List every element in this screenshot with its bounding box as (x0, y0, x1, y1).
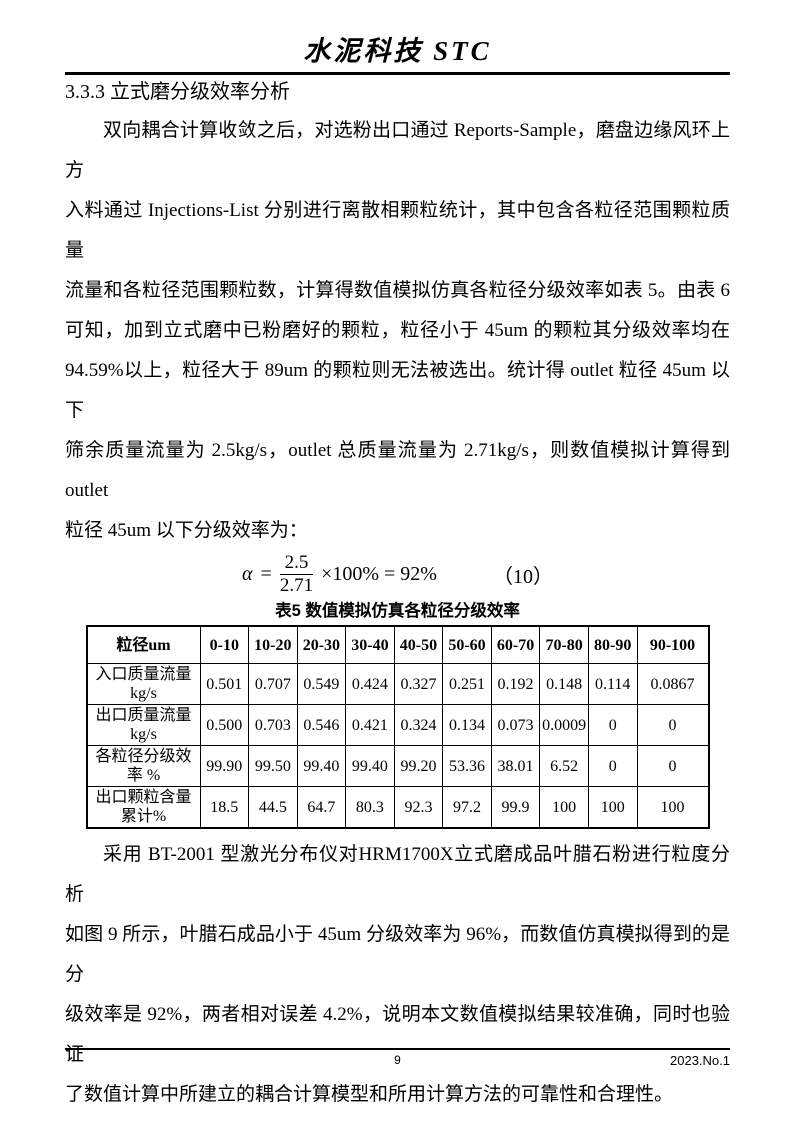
table5-column-header: 80-90 (587, 625, 638, 664)
table5-cell: 100 (539, 786, 589, 829)
table5-cell: 99.9 (490, 786, 541, 829)
table5-column-header: 20-30 (296, 625, 347, 664)
table5-cell: 0.501 (199, 663, 250, 705)
paragraph-1: 双向耦合计算收敛之后，对选粉出口通过 Reports-Sample，磨盘边缘风环… (65, 111, 730, 551)
paragraph-line: 流量和各粒径范围颗粒数，计算得数值模拟仿真各粒径分级效率如表 5。由表 6 (65, 280, 730, 301)
table5-column-header: 50-60 (442, 625, 492, 664)
table5-column-header: 40-50 (393, 625, 444, 664)
table5-cell: 99.40 (296, 745, 347, 787)
paragraph-line: 94.59%以上，粒径大于 89um 的颗粒则无法被选出。统计得 outlet … (65, 360, 730, 421)
table5-cell: 97.2 (442, 786, 492, 829)
table5-caption: 表5 数值模拟仿真各粒径分级效率 (275, 602, 520, 620)
table5-cell: 80.3 (345, 786, 395, 829)
table5-cell: 0.546 (296, 704, 347, 746)
table5-cell: 0.424 (345, 663, 395, 705)
header-rule (65, 72, 730, 75)
table5-cell: 0.421 (345, 704, 395, 746)
table5-cell: 0.192 (490, 663, 541, 705)
table5-column-header: 0-10 (199, 625, 250, 664)
paragraph-2: 采用 BT-2001 型激光分布仪对HRM1700X立式磨成品叶腊石粉进行粒度分… (65, 835, 730, 1115)
table5-cell: 0.114 (587, 663, 638, 705)
table5-cell: 0.0867 (636, 663, 709, 705)
table5-cell: 92.3 (393, 786, 444, 829)
table5: 粒径um 0-10 10-20 20-30 30-40 40-50 50-60 60-70 70… (85, 625, 710, 829)
table5-row-label: 出口质量流量 kg/s (86, 704, 201, 746)
equation-rhs: ×100% = 92% (321, 562, 437, 585)
paragraph-line: 粒径 45um 以下分级效率为： (65, 520, 308, 541)
table5-cell: 0.703 (248, 704, 298, 746)
table5-cell: 0.0009 (539, 704, 589, 746)
table5-cell: 6.52 (539, 745, 589, 787)
table5-column-header: 10-20 (248, 625, 298, 664)
paragraph-line: 如图 9 所示，叶腊石成品小于 45um 分级效率为 96%，而数值仿真模拟得到… (65, 924, 730, 985)
table5-cell: 0.324 (393, 704, 444, 746)
table5-row-label: 入口质量流量 kg/s (86, 663, 201, 705)
equation-10: α = 2.5 2.71 ×100% = 92% （10） (65, 551, 730, 597)
equation-equals: = (260, 562, 272, 585)
table5-row-label: 各粒径分级效率 % (86, 745, 201, 787)
table5-cell: 53.36 (442, 745, 492, 787)
table5-cell: 18.5 (199, 786, 250, 829)
table5-cell: 99.90 (199, 745, 250, 787)
table5-column-header: 30-40 (345, 625, 395, 664)
table5-cell: 0 (587, 745, 638, 787)
paragraph-line: 入料通过 Injections-List 分别进行离散相颗粒统计，其中包含各粒径… (65, 200, 730, 261)
table5-column-header: 60-70 (490, 625, 541, 664)
table5-column-header: 粒径um (86, 625, 201, 664)
equation-fraction: 2.5 2.71 (279, 552, 314, 597)
table5-cell: 0.500 (199, 704, 250, 746)
table5-cell: 0 (636, 745, 709, 787)
table5-cell: 0 (636, 704, 709, 746)
table5-cell: 99.40 (345, 745, 395, 787)
table5-cell: 99.50 (248, 745, 298, 787)
table5-cell: 0.549 (296, 663, 347, 705)
page-footer: 9 2023.No.1 (65, 1048, 730, 1068)
table5-cell: 38.01 (490, 745, 541, 787)
paragraph-line: 筛余质量流量为 2.5kg/s，outlet 总质量流量为 2.71kg/s，则… (65, 440, 730, 501)
footer-rule (65, 1048, 730, 1050)
table5-cell: 64.7 (296, 786, 347, 829)
fraction-denominator: 2.71 (279, 574, 314, 596)
paragraph-line: 了数值计算中所建立的耦合计算模型和所用计算方法的可靠性和合理性。 (65, 1084, 674, 1105)
table5-cell: 0.148 (539, 663, 589, 705)
equation-number: （10） (492, 565, 553, 588)
table5-cell: 0.707 (248, 663, 298, 705)
table5-row-label: 出口颗粒含量 累计% (86, 786, 201, 829)
journal-title: 水泥科技 STC (303, 36, 492, 66)
issue-label: 2023.No.1 (670, 1053, 730, 1068)
table5-cell: 0.073 (490, 704, 541, 746)
table5-cell: 44.5 (248, 786, 298, 829)
table5-column-header: 70-80 (539, 625, 589, 664)
table5-column-header: 90-100 (636, 625, 709, 664)
table5-cell: 0 (587, 704, 638, 746)
section-heading: 3.3.3 立式磨分级效率分析 (65, 81, 290, 103)
page-number: 9 (394, 1053, 401, 1067)
fraction-numerator: 2.5 (279, 552, 314, 575)
table5-cell: 100 (587, 786, 638, 829)
footer-row: 9 2023.No.1 (65, 1053, 730, 1068)
table5-cell: 0.134 (442, 704, 492, 746)
table5-cell: 100 (636, 786, 709, 829)
paragraph-line: 可知，加到立式磨中已粉磨好的颗粒，粒径小于 45um 的颗粒其分级效率均在 (65, 320, 730, 341)
table5-cell: 99.20 (393, 745, 444, 787)
equation-lhs: α (242, 562, 253, 585)
paragraph-line: 采用 BT-2001 型激光分布仪对HRM1700X立式磨成品叶腊石粉进行粒度分… (65, 844, 730, 905)
table5-cell: 0.327 (393, 663, 444, 705)
table5-cell: 0.251 (442, 663, 492, 705)
paragraph-line: 双向耦合计算收敛之后，对选粉出口通过 Reports-Sample，磨盘边缘风环… (65, 120, 730, 181)
